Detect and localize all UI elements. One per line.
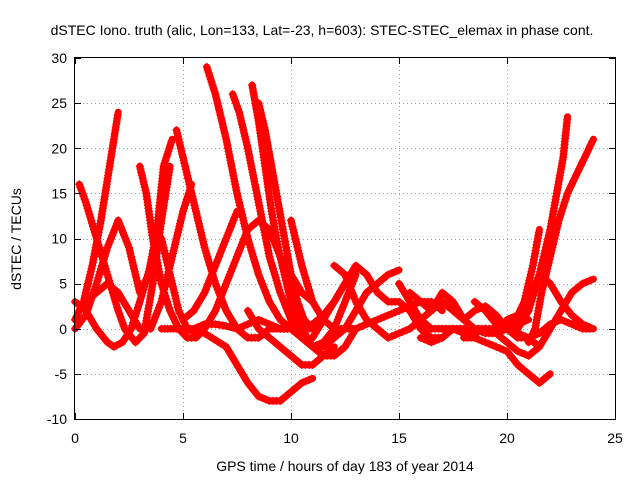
- data-series-sat-14: [179, 207, 241, 324]
- data-series-sat-26: [524, 135, 597, 347]
- data-series-sat-12: [157, 324, 317, 405]
- x-tick-label: 0: [71, 430, 79, 446]
- y-tick-label: 25: [51, 95, 67, 111]
- series-markers: [254, 99, 315, 331]
- series-markers: [243, 306, 336, 369]
- series-markers: [179, 210, 240, 324]
- data-series-sat-11: [254, 99, 317, 333]
- y-axis-title: dSTEC / TECUs: [8, 188, 24, 290]
- x-tick-label: 15: [391, 430, 407, 446]
- data-series-sat-27: [513, 113, 572, 333]
- x-tick-label: 20: [499, 430, 515, 446]
- data-series-sat-28: [503, 226, 543, 333]
- series-markers: [524, 138, 596, 347]
- y-tick-label: 30: [51, 50, 67, 66]
- data-series-sat-23: [459, 333, 554, 387]
- x-axis-title: GPS time / hours of day 183 of year 2014: [216, 458, 474, 474]
- x-tick-label: 5: [179, 430, 187, 446]
- y-tick-label: 0: [59, 321, 67, 337]
- series-markers: [513, 115, 572, 333]
- series-layer: [71, 63, 597, 405]
- series-markers: [459, 333, 552, 387]
- y-tick-label: 10: [51, 231, 67, 247]
- y-tick-label: -10: [47, 411, 67, 427]
- data-series-sat-15: [243, 306, 338, 369]
- y-tick-label: 15: [51, 185, 67, 201]
- axis-ticks: 0 5 10 15 20 25 -10 -5 0 5 10 15 20 25 30: [47, 50, 623, 446]
- x-tick-label: 25: [607, 430, 623, 446]
- series-markers: [503, 228, 543, 333]
- x-tick-label: 10: [283, 430, 299, 446]
- y-tick-label: 20: [51, 140, 67, 156]
- plot-frame: [74, 57, 616, 420]
- y-tick-label: -5: [55, 366, 68, 382]
- y-tick-label: 5: [59, 276, 67, 292]
- chart-title: dSTEC Iono. truth (alic, Lon=133, Lat=-2…: [51, 22, 594, 38]
